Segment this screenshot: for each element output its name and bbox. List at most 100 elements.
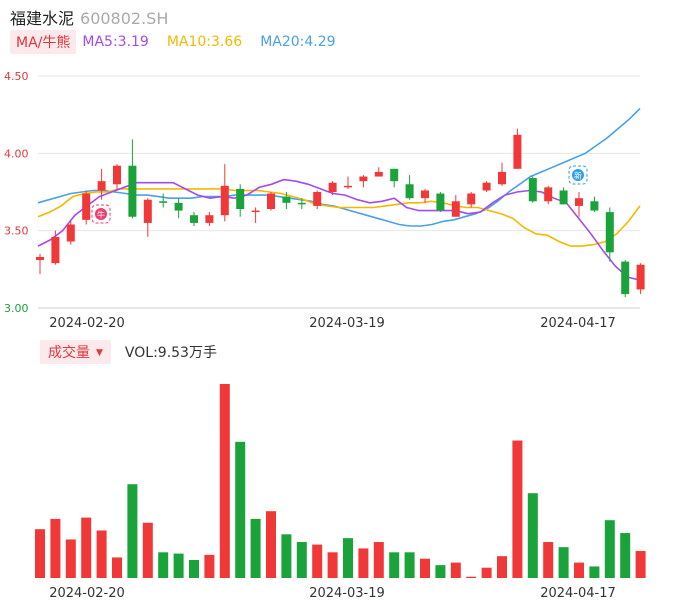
chart-markers: 牛新: [91, 165, 588, 224]
candle-body: [405, 184, 414, 199]
bull-marker-icon: 牛: [91, 204, 111, 224]
volume-bar: [204, 554, 215, 578]
price-grid: [38, 75, 640, 309]
price-tick-label: 3.50: [4, 225, 29, 238]
volume-value: VOL:9.53万手: [124, 345, 217, 361]
candle-body: [51, 236, 60, 264]
candle-body: [467, 193, 476, 205]
candle-body: [359, 176, 368, 182]
volume-bar: [327, 552, 338, 578]
candle-body: [205, 215, 214, 223]
volume-bar: [404, 552, 415, 578]
date-tick-label: 2024-03-19: [309, 586, 385, 601]
candle-body: [559, 190, 568, 205]
candle: [621, 260, 630, 298]
candle: [66, 221, 75, 245]
candle: [636, 263, 645, 295]
volume-bar: [266, 511, 276, 578]
bull-marker-icon-label: 牛: [97, 210, 105, 220]
candle-body: [313, 192, 322, 206]
volume-bar: [604, 520, 615, 578]
candle: [421, 188, 429, 203]
candle-body: [236, 188, 245, 210]
candle-body: [436, 193, 445, 211]
candle-body: [575, 198, 583, 206]
volume-bar: [466, 576, 477, 578]
candle-body: [374, 171, 383, 177]
date-axis-bottom: 2024-02-20 2024-03-19 2024-04-17: [49, 586, 616, 601]
price-tick-label: 4.00: [4, 147, 29, 160]
candle-body: [636, 264, 645, 290]
volume-bar: [219, 384, 230, 578]
volume-bar: [189, 560, 199, 578]
volume-bar: [250, 518, 261, 578]
candle-body: [159, 201, 168, 203]
candle-body: [174, 202, 183, 211]
volume-bar: [574, 562, 584, 578]
dropdown-caret-icon: ▼: [96, 348, 103, 358]
candle: [113, 164, 121, 191]
ma20-line: [37, 107, 641, 227]
candle: [205, 212, 214, 227]
volume-bars: [35, 384, 646, 578]
candle-body: [220, 185, 229, 216]
candle-body: [36, 256, 44, 261]
candle: [590, 196, 599, 213]
ma5-label: MA5:3.19: [82, 34, 149, 50]
date-tick-label: 2024-02-20: [49, 316, 125, 331]
candle-body: [267, 193, 275, 210]
candle: [236, 184, 245, 217]
volume-bar: [96, 530, 107, 578]
candle: [51, 230, 60, 265]
volume-bar: [235, 441, 246, 578]
candle-body: [344, 185, 352, 188]
new-marker-icon-dot: [572, 169, 584, 181]
candle: [97, 168, 106, 200]
ma-indicator-selector[interactable]: MA/牛熊: [10, 30, 77, 54]
volume-bar: [389, 552, 400, 578]
volume-bar: [481, 567, 492, 578]
candle: [190, 212, 198, 227]
volume-bar: [512, 440, 523, 578]
date-tick-label: 2024-02-20: [49, 586, 125, 601]
volume-bar: [127, 484, 138, 578]
candle: [390, 168, 399, 188]
candle: [328, 181, 337, 196]
candle-body: [143, 199, 152, 223]
candle: [498, 162, 506, 186]
candle: [528, 176, 537, 203]
volume-bar: [281, 534, 292, 578]
volume-bar: [81, 517, 92, 578]
volume-legend: 成交量 ▼ VOL:9.53万手: [40, 340, 217, 364]
candle: [297, 198, 306, 210]
volume-bar: [435, 565, 446, 578]
volume-bar: [635, 551, 646, 578]
stock-header: 福建水泥 600802.SH: [10, 5, 168, 29]
volume-bar: [35, 529, 45, 578]
volume-bar: [420, 558, 430, 578]
candle: [282, 192, 291, 210]
volume-indicator-selector[interactable]: 成交量 ▼: [40, 340, 111, 364]
ma20-label: MA20:4.29: [260, 34, 336, 50]
candle: [251, 207, 260, 223]
volume-bar: [296, 542, 307, 578]
candle-body: [82, 193, 91, 220]
date-tick-label: 2024-04-17: [540, 316, 616, 331]
stock-code: 600802.SH: [80, 9, 169, 28]
candle: [220, 164, 229, 222]
new-marker-icon: 新: [568, 165, 588, 185]
volume-bar: [497, 556, 507, 578]
candle-body: [190, 215, 198, 223]
candle: [82, 190, 91, 225]
candle: [359, 174, 368, 188]
candle-body: [544, 187, 553, 202]
volume-bar: [173, 553, 184, 578]
price-tick-label: 3.00: [4, 302, 29, 315]
candle-body: [328, 182, 337, 192]
ma10-line: [37, 188, 641, 247]
price-tick-label: 4.50: [4, 70, 29, 83]
candle: [36, 253, 44, 274]
volume-bar: [558, 547, 569, 578]
volume-bar: [65, 539, 76, 578]
